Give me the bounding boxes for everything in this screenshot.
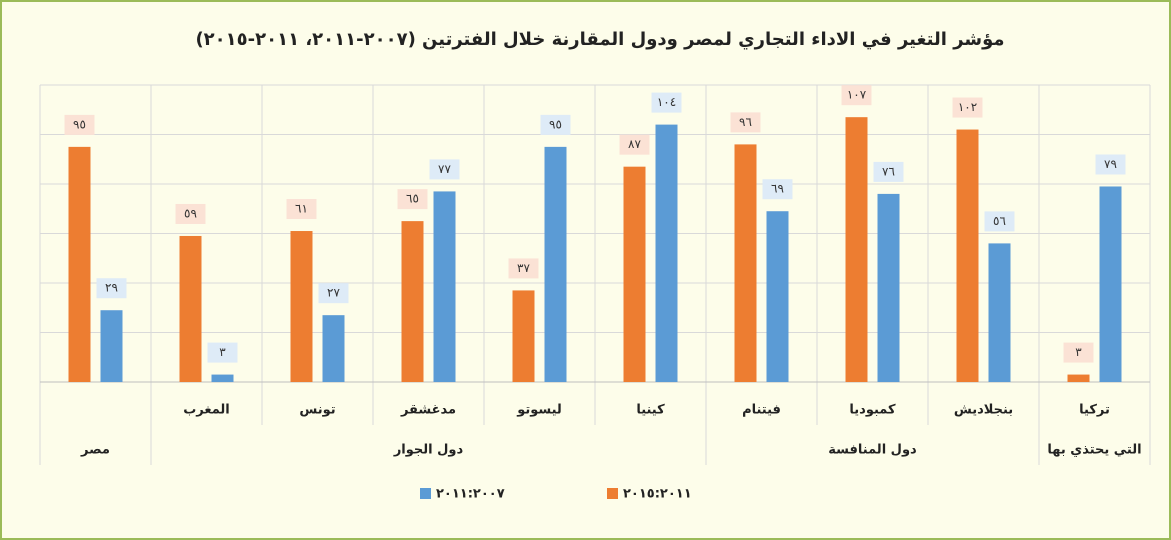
chart-title: مؤشر التغير في الاداء التجاري لمصر ودول … (195, 29, 1004, 50)
data-label: ٦١ (295, 202, 308, 216)
bar (291, 231, 313, 382)
bar (878, 194, 900, 382)
x-tick-label: مدغشقر (400, 403, 456, 418)
bar (323, 315, 345, 382)
x-tick-label: تونس (299, 403, 335, 418)
x-tick-label: ليسوتو (516, 403, 562, 418)
bar (402, 221, 424, 382)
x-tick-label: كمبوديا (849, 403, 896, 418)
data-label: ٩٥ (73, 117, 86, 131)
bar (513, 290, 535, 382)
bar (434, 191, 456, 382)
legend-label: ٢٠١١:٢٠٠٧ (436, 487, 505, 502)
bar (212, 375, 234, 382)
group-label: مصر (80, 443, 110, 458)
data-label: ١٠٧ (847, 88, 867, 102)
bar (735, 144, 757, 382)
data-label: ٥٩ (184, 206, 197, 220)
legend-swatch (607, 488, 618, 499)
data-label: ٧٦ (882, 164, 895, 178)
bar (545, 147, 567, 382)
data-label: ٢٧ (327, 286, 340, 300)
legend-label: ٢٠١٥:٢٠١١ (623, 487, 692, 502)
bar (957, 130, 979, 382)
data-label: ٩٥ (549, 117, 562, 131)
group-label: التي يحتذي بها (1047, 443, 1141, 458)
data-label: ٩٦ (739, 115, 752, 129)
bar (1068, 375, 1090, 382)
chart: مؤشر التغير في الاداء التجاري لمصر ودول … (0, 0, 1171, 540)
data-label: ٣٧ (517, 261, 530, 275)
data-label: ١٠٢ (958, 100, 977, 114)
bar (69, 147, 91, 382)
bar (846, 117, 868, 382)
bar (180, 236, 202, 382)
bar (624, 167, 646, 382)
data-label: ٨٧ (628, 137, 641, 151)
x-tick-label: بنجلاديش (954, 403, 1013, 418)
x-tick-label: فيتنام (742, 403, 781, 418)
data-label: ٦٥ (406, 192, 419, 206)
bar (1100, 186, 1122, 382)
data-label: ٦٩ (771, 182, 784, 196)
bar (767, 211, 789, 382)
x-tick-label: كينيا (636, 403, 665, 418)
data-label: ٥٦ (993, 214, 1006, 228)
data-label: ٣ (219, 345, 226, 359)
data-label: ٢٩ (105, 281, 118, 295)
group-label: دول المنافسة (828, 443, 917, 458)
bar (656, 125, 678, 382)
data-label: ٣ (1075, 345, 1082, 359)
data-label: ٧٩ (1104, 157, 1117, 171)
bar (989, 243, 1011, 382)
x-tick-label: تركيا (1079, 403, 1110, 418)
data-label: ٧٧ (438, 162, 451, 176)
legend-swatch (420, 488, 431, 499)
bar (101, 310, 123, 382)
x-tick-label: المغرب (183, 403, 230, 418)
group-label: دول الجوار (393, 443, 464, 458)
data-label: ١٠٤ (657, 95, 676, 109)
